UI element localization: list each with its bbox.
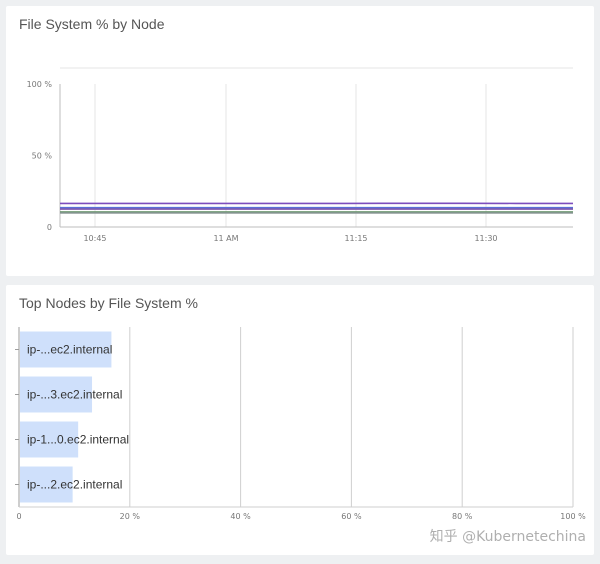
x-tick-label: 10:45: [83, 234, 106, 243]
x-tick-label: 40 %: [230, 512, 251, 521]
node-bar: [20, 421, 79, 458]
x-tick-label: 11 AM: [213, 234, 238, 243]
y-tick-label: 50 %: [32, 152, 53, 161]
fs-by-node-title: File System % by Node: [19, 16, 165, 32]
y-tick-label: 0: [47, 223, 52, 232]
fs-by-node-panel: File System % by Node 10:45 11 AM 11:15 11:…: [6, 6, 594, 276]
node-label: ip-...3.ec2.internal: [27, 388, 122, 402]
x-tick-label: 0: [16, 512, 21, 521]
top-nodes-panel: Top Nodes by File System % 0 20 % 40 % 60 %…: [6, 285, 594, 555]
x-tick-label: 11:15: [344, 234, 367, 243]
watermark-text: 知乎 @Kubernetechina: [429, 529, 586, 545]
node-label: ip-...ec2.internal: [27, 343, 112, 357]
y-tick-label: 100 %: [27, 80, 53, 89]
x-tick-label: 11:30: [474, 234, 497, 243]
node-bar: [20, 466, 73, 503]
node-label: ip-...2.ec2.internal: [27, 478, 122, 492]
fs-line-chart: 10:45 11 AM 11:15 11:30 0 50 % 100 %: [27, 67, 573, 243]
x-tick-label: 100 %: [560, 512, 586, 521]
x-tick-label: 80 %: [452, 512, 473, 521]
top-nodes-title: Top Nodes by File System %: [19, 295, 198, 311]
node-bar: [20, 331, 112, 368]
node-label: ip-1...0.ec2.internal: [27, 433, 129, 447]
x-tick-label: 20 %: [120, 512, 141, 521]
x-tick-label: 60 %: [341, 512, 362, 521]
node-bar: [20, 376, 93, 413]
top-nodes-bar-chart: 0 20 % 40 % 60 % 80 % 100 % ip-...ec2.internal…: [15, 327, 586, 521]
